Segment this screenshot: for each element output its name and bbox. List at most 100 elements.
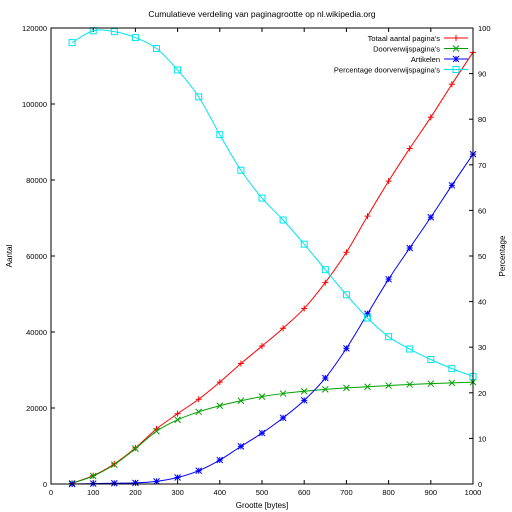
x-tick-label: 500 [256, 488, 269, 497]
data-point [195, 396, 202, 403]
y-tick-label: 40000 [26, 328, 47, 337]
data-point [427, 356, 435, 364]
data-point [258, 194, 266, 202]
legend-swatch-marker [452, 45, 460, 52]
data-point [448, 379, 456, 387]
y2-tick-label: 30 [478, 343, 486, 352]
data-point [343, 384, 350, 392]
y2-tick-label: 40 [478, 298, 486, 307]
data-point [280, 325, 287, 332]
series-2 [68, 150, 477, 488]
data-point [216, 379, 223, 386]
data-point [174, 410, 181, 417]
y-tick-label: 120000 [22, 24, 47, 33]
data-point [300, 397, 308, 404]
data-point [385, 275, 392, 283]
legend-swatch-marker [452, 66, 460, 73]
data-point [448, 81, 455, 88]
data-point [237, 443, 245, 450]
data-point [110, 461, 118, 468]
x-tick-label: 700 [340, 488, 353, 497]
data-point [258, 429, 266, 437]
data-point [343, 249, 350, 256]
data-point [237, 166, 245, 174]
x-tick-label: 200 [129, 488, 142, 497]
y2-tick-label: 80 [478, 115, 486, 124]
data-point [132, 444, 139, 451]
y2-tick-label: 0 [478, 480, 482, 489]
data-point [259, 343, 265, 350]
data-point [153, 477, 160, 485]
data-point [195, 93, 203, 101]
data-point [279, 414, 287, 422]
series-line [71, 381, 474, 484]
x-tick-label: 100 [87, 488, 100, 497]
x-tick-label: 400 [214, 488, 227, 497]
y-tick-label: 20000 [26, 404, 47, 413]
y2-tick-label: 20 [478, 389, 486, 398]
data-point [406, 145, 413, 152]
legend: Totaal aantal pagina's Doorverwijspagina'… [334, 34, 468, 75]
data-point [279, 390, 287, 397]
y2-axis-label: Percentage [498, 235, 507, 276]
data-point [406, 381, 414, 388]
series-0 [69, 49, 476, 487]
y2-tick-label: 70 [478, 161, 486, 170]
data-point [364, 314, 371, 322]
data-point [322, 279, 329, 286]
data-point [110, 28, 118, 36]
data-point [300, 240, 308, 248]
x-tick-label: 600 [298, 488, 311, 497]
data-point [385, 178, 392, 185]
data-point [427, 380, 435, 388]
legend-label: Percentage doorverwijspagina's [334, 66, 440, 75]
data-point [300, 387, 308, 395]
data-point [342, 291, 350, 299]
legend-swatch-marker [452, 55, 460, 63]
legend-swatch-marker [453, 35, 459, 41]
data-point [427, 114, 434, 121]
data-point [364, 310, 371, 318]
data-point [364, 383, 371, 391]
series-line [71, 29, 474, 377]
y-tick-label: 100000 [22, 100, 47, 109]
y2-tick-label: 100 [478, 24, 491, 33]
data-point [132, 479, 139, 487]
y-tick-label: 80000 [26, 176, 47, 185]
data-point [110, 479, 118, 487]
x-tick-label: 800 [382, 488, 395, 497]
y2-tick-label: 50 [478, 252, 486, 261]
data-point [427, 213, 435, 221]
data-point [301, 305, 308, 312]
data-point [385, 382, 392, 389]
data-point [237, 397, 245, 405]
plot-series [68, 27, 477, 488]
y2-tick-label: 60 [478, 206, 486, 215]
y-axis-label: Aantal [5, 244, 14, 267]
x-axis-label: Grootte [bytes] [236, 501, 288, 510]
data-point [448, 181, 456, 189]
data-point [89, 472, 97, 480]
data-point [321, 266, 329, 274]
series-1 [68, 378, 477, 487]
data-point [174, 474, 181, 481]
data-point [406, 244, 414, 252]
data-point [364, 213, 371, 220]
data-point [406, 345, 414, 353]
data-point [258, 393, 266, 400]
series-3 [68, 27, 477, 380]
data-point [448, 365, 456, 373]
data-point [174, 416, 181, 424]
x-tick-label: 300 [171, 488, 184, 497]
chart-title: Cumulatieve verdeling van paginagrootte … [148, 9, 376, 19]
data-point [343, 344, 350, 352]
x-tick-label: 0 [49, 488, 53, 497]
axis-ticks: 0 100 200 300 400 500 600 700 800 900 100002000040… [22, 24, 491, 497]
series-line [72, 153, 474, 485]
data-point [132, 445, 139, 453]
data-point [153, 427, 160, 435]
plot-frame [50, 27, 474, 485]
data-point [385, 333, 393, 341]
data-point [237, 360, 244, 367]
